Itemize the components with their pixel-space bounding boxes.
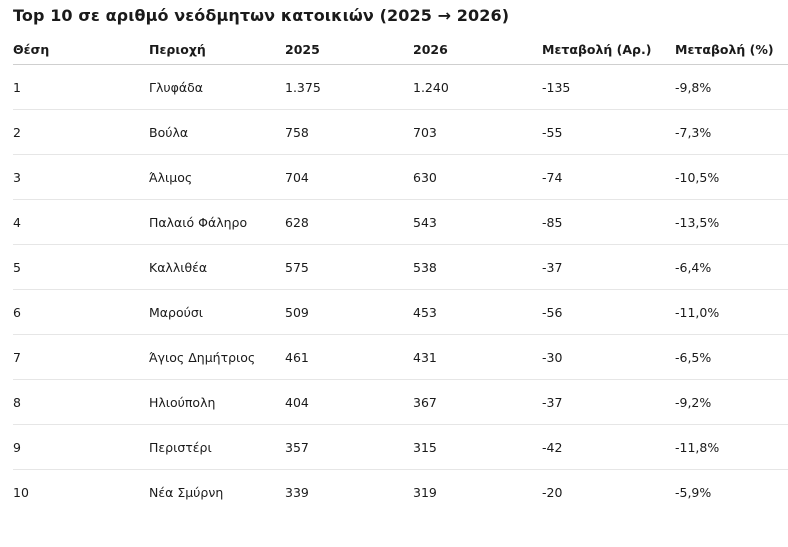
table-row: 1 Γλυφάδα 1.375 1.240 -135 -9,8% [13, 64, 788, 110]
cell-rank: 8 [13, 379, 149, 425]
cell-change-pct: -13,5% [675, 199, 788, 245]
cell-rank: 10 [13, 484, 29, 500]
cell-area: Νέα Σμύρνη [149, 484, 224, 500]
cell-2025: 339 [285, 484, 309, 500]
header-2026: 2026 [413, 34, 542, 65]
cell-2026: 367 [413, 379, 542, 425]
cell-area: Άγιος Δημήτριος [149, 334, 285, 380]
cell-2026: 630 [413, 154, 542, 200]
cell-rank: 1 [13, 64, 149, 110]
cell-2025: 461 [285, 334, 413, 380]
cell-2025: 704 [285, 154, 413, 200]
cell-change-abs: -56 [542, 289, 675, 335]
cell-rank: 7 [13, 334, 149, 380]
cell-rank: 3 [13, 154, 149, 200]
header-change-pct: Μεταβολή (%) [675, 34, 788, 65]
cell-area: Άλιμος [149, 154, 285, 200]
cell-change-abs: -135 [542, 64, 675, 110]
cell-area: Ηλιούπολη [149, 379, 285, 425]
cell-2025: 357 [285, 424, 413, 470]
cell-change-pct: -6,5% [675, 334, 788, 380]
cell-area: Γλυφάδα [149, 64, 285, 110]
table-row: 6 Μαρούσι 509 453 -56 -11,0% [13, 289, 788, 335]
cell-rank: 4 [13, 199, 149, 245]
cell-change-pct: -11,8% [675, 424, 788, 470]
table-row: 4 Παλαιό Φάληρο 628 543 -85 -13,5% [13, 199, 788, 245]
table-row: 2 Βούλα 758 703 -55 -7,3% [13, 109, 788, 155]
table-row: 9 Περιστέρι 357 315 -42 -11,8% [13, 424, 788, 470]
table-row: 10 Νέα Σμύρνη 339 319 -20 -5,9% [13, 470, 788, 515]
cell-rank: 5 [13, 244, 149, 290]
cell-rank: 6 [13, 289, 149, 335]
table-row: 8 Ηλιούπολη 404 367 -37 -9,2% [13, 379, 788, 425]
cell-2025: 575 [285, 244, 413, 290]
cell-change-abs: -37 [542, 379, 675, 425]
cell-2026: 543 [413, 199, 542, 245]
cell-change-pct: -6,4% [675, 244, 788, 290]
cell-rank: 9 [13, 424, 149, 470]
cell-area: Περιστέρι [149, 424, 285, 470]
cell-change-pct: -10,5% [675, 154, 788, 200]
cell-change-pct: -11,0% [675, 289, 788, 335]
cell-area: Παλαιό Φάληρο [149, 199, 285, 245]
cell-2025: 758 [285, 109, 413, 155]
cell-2026: 453 [413, 289, 542, 335]
cell-2026: 538 [413, 244, 542, 290]
ranking-table: Θέση Περιοχή 2025 2026 Μεταβολή (Αρ.) Με… [13, 34, 788, 514]
cell-area: Καλλιθέα [149, 244, 285, 290]
cell-2026: 703 [413, 109, 542, 155]
cell-2026: 319 [413, 484, 437, 500]
cell-change-pct: -9,2% [675, 379, 788, 425]
cell-change-pct: -5,9% [675, 484, 712, 500]
header-row: Θέση Περιοχή 2025 2026 Μεταβολή (Αρ.) Με… [13, 34, 788, 65]
cell-change-abs: -74 [542, 154, 675, 200]
cell-2025: 628 [285, 199, 413, 245]
cell-rank: 2 [13, 109, 149, 155]
cell-change-abs: -42 [542, 424, 675, 470]
header-rank: Θέση [13, 34, 149, 65]
table-row: 7 Άγιος Δημήτριος 461 431 -30 -6,5% [13, 334, 788, 380]
cell-2025: 1.375 [285, 64, 413, 110]
cell-change-abs: -30 [542, 334, 675, 380]
cell-2025: 404 [285, 379, 413, 425]
header-change-abs: Μεταβολή (Αρ.) [542, 34, 675, 65]
cell-2025: 509 [285, 289, 413, 335]
table-row: 5 Καλλιθέα 575 538 -37 -6,4% [13, 244, 788, 290]
cell-change-abs: -20 [542, 484, 563, 500]
header-area: Περιοχή [149, 34, 285, 65]
cell-change-pct: -7,3% [675, 109, 788, 155]
cell-change-abs: -85 [542, 199, 675, 245]
cell-change-abs: -37 [542, 244, 675, 290]
table-row: 3 Άλιμος 704 630 -74 -10,5% [13, 154, 788, 200]
cell-change-abs: -55 [542, 109, 675, 155]
table-title: Top 10 σε αριθμό νεόδμητων κατοικιών (20… [13, 6, 510, 25]
cell-2026: 431 [413, 334, 542, 380]
cell-change-pct: -9,8% [675, 64, 788, 110]
header-2025: 2025 [285, 34, 413, 65]
cell-area: Μαρούσι [149, 289, 285, 335]
cell-area: Βούλα [149, 109, 285, 155]
cell-2026: 315 [413, 424, 542, 470]
cell-2026: 1.240 [413, 64, 542, 110]
